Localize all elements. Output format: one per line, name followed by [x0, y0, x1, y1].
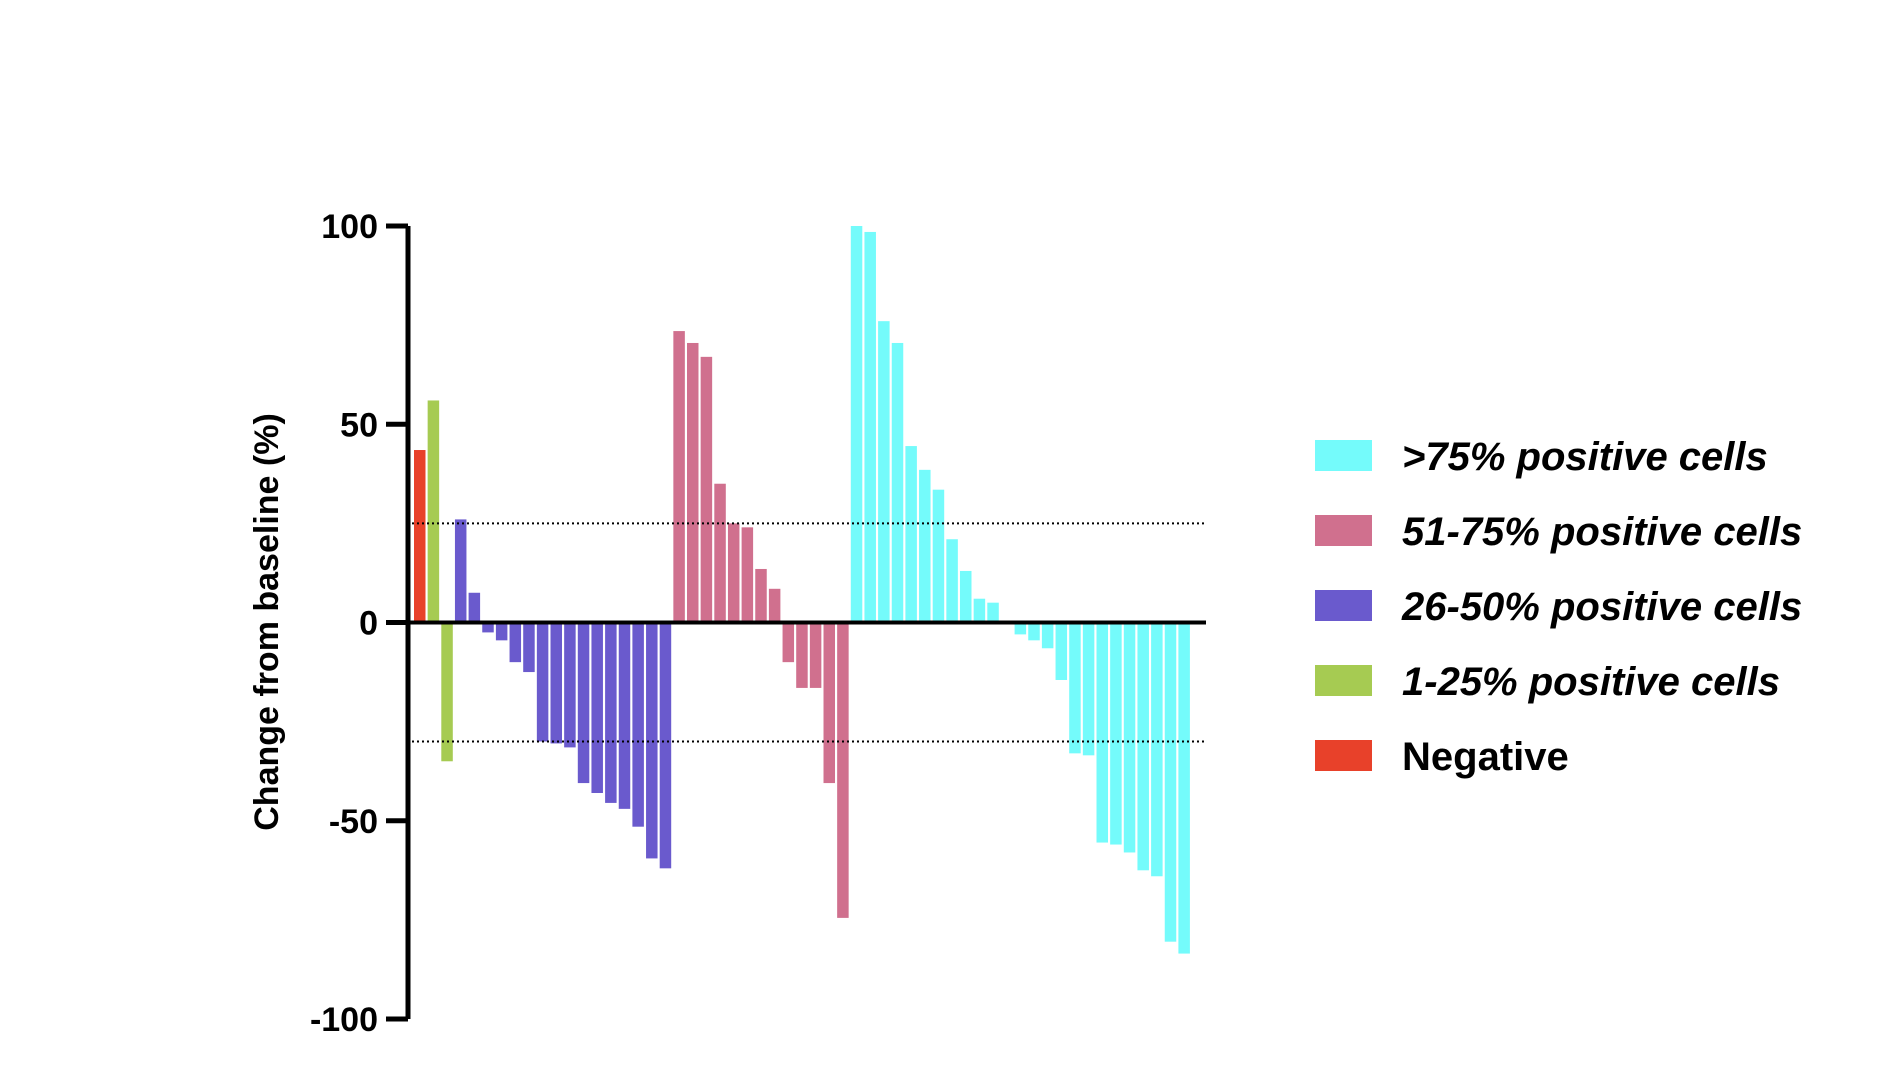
- bar: [523, 622, 535, 673]
- y-tick-label: 0: [359, 605, 378, 643]
- bar: [714, 483, 726, 623]
- y-tick-label: -50: [329, 803, 378, 841]
- bars-group: [414, 226, 1190, 954]
- bar: [1151, 622, 1163, 877]
- bar: [1110, 622, 1122, 845]
- bar: [605, 622, 617, 803]
- bar: [482, 622, 494, 633]
- y-tick-label: 100: [321, 208, 378, 246]
- bar: [1096, 622, 1108, 843]
- bar: [837, 622, 849, 918]
- bar: [973, 598, 986, 623]
- bar: [536, 622, 549, 742]
- bar: [796, 622, 808, 688]
- bar: [946, 539, 958, 623]
- bar: [495, 622, 508, 641]
- legend-label: 1-25% positive cells: [1402, 660, 1780, 704]
- bar: [823, 622, 835, 784]
- y-tick-label: 50: [340, 406, 378, 444]
- legend-swatch: [1315, 665, 1372, 696]
- bar: [1014, 622, 1027, 635]
- bar: [919, 469, 931, 623]
- legend: >75% positive cells 51-75% positive cells…: [1315, 435, 1802, 779]
- bar: [1082, 622, 1095, 756]
- bar: [618, 622, 631, 809]
- bar: [809, 622, 822, 688]
- bar: [673, 331, 685, 623]
- bar: [1069, 622, 1081, 754]
- bar: [960, 570, 972, 623]
- bar: [632, 622, 644, 827]
- bar: [782, 622, 795, 663]
- y-axis: 100 50 0 -50 -100: [310, 208, 411, 1039]
- bar: [987, 602, 999, 623]
- bar: [550, 622, 562, 744]
- bar: [509, 622, 522, 663]
- legend-swatch: [1315, 440, 1372, 471]
- bar: [768, 588, 781, 623]
- bar: [1028, 622, 1040, 641]
- bar: [427, 400, 440, 623]
- bar: [468, 592, 481, 623]
- bar: [741, 527, 754, 623]
- bar: [1041, 622, 1054, 649]
- bar: [1164, 622, 1177, 942]
- y-axis-title: Change from baseline (%): [248, 413, 286, 831]
- bar: [659, 622, 672, 869]
- bar: [1123, 622, 1136, 853]
- legend-swatch: [1315, 590, 1372, 621]
- bar: [850, 226, 863, 623]
- legend-label: >75% positive cells: [1402, 435, 1768, 479]
- bar: [687, 342, 699, 623]
- bar: [932, 489, 945, 623]
- bar: [891, 342, 904, 623]
- bar: [755, 568, 767, 623]
- bar: [905, 446, 917, 623]
- y-tick-label: -100: [310, 1001, 378, 1039]
- bar: [577, 622, 590, 784]
- bar: [1137, 622, 1149, 871]
- bar: [1055, 622, 1068, 680]
- legend-swatch: [1315, 515, 1372, 546]
- bar: [878, 321, 890, 623]
- bar: [646, 622, 658, 859]
- bar: [864, 231, 876, 623]
- bar: [441, 622, 453, 762]
- bar: [414, 450, 426, 623]
- legend-label: 51-75% positive cells: [1402, 510, 1802, 554]
- bar: [454, 519, 467, 623]
- bar: [564, 622, 576, 748]
- bar: [591, 622, 603, 793]
- legend-label: Negative: [1402, 735, 1569, 779]
- bar: [700, 356, 713, 623]
- bar: [1178, 622, 1190, 954]
- legend-label: 26-50% positive cells: [1401, 585, 1802, 629]
- bar: [727, 523, 740, 623]
- legend-swatch: [1315, 740, 1372, 771]
- reference-lines: [412, 522, 1206, 743]
